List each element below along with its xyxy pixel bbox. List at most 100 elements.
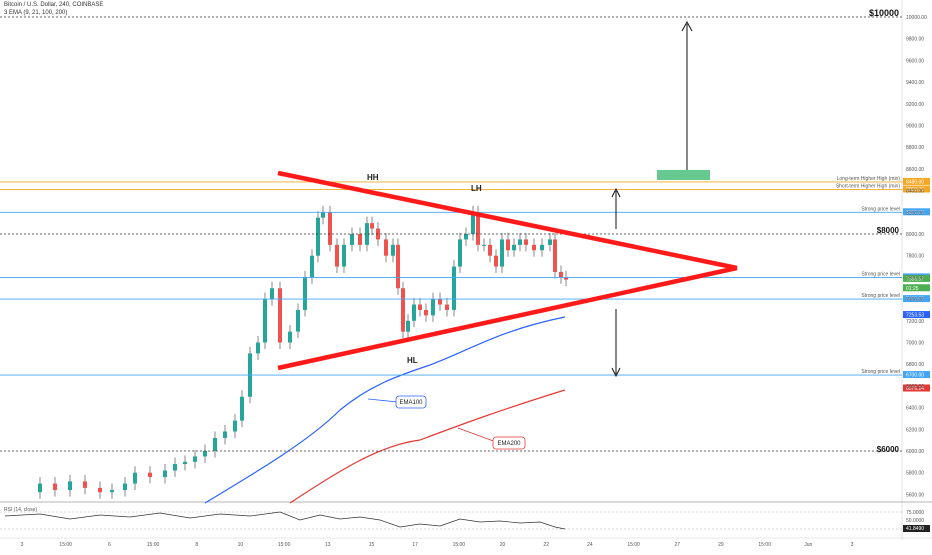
candle: [524, 239, 528, 245]
candle: [532, 244, 536, 251]
price-tick: 6800.00: [906, 362, 924, 368]
candle: [233, 420, 237, 432]
candle: [564, 277, 568, 280]
candle: [83, 481, 87, 488]
price-tag: [903, 384, 930, 392]
label-6000: $6000: [877, 445, 900, 454]
price-tick: 7800.00: [906, 254, 924, 260]
level-text: Strong price level: [861, 271, 900, 277]
candle: [328, 212, 332, 245]
candle: [270, 288, 274, 300]
time-tick: 6: [108, 542, 111, 548]
level-tag: [903, 185, 930, 193]
ema200-callout: [492, 436, 526, 450]
candle: [240, 396, 244, 421]
label-10000: $10000: [869, 8, 899, 18]
ema100-line: [204, 316, 566, 504]
candle: [163, 470, 167, 478]
price-tick: 7400.00: [906, 297, 924, 303]
candle: [365, 223, 369, 245]
candle: [559, 271, 563, 278]
time-tick: 13: [325, 542, 331, 548]
price-tag: [903, 311, 930, 319]
rsi-tick-75: 75.0000: [906, 510, 924, 516]
level-tag: [903, 371, 930, 379]
candle: [401, 288, 405, 332]
time-tick: 15:00: [59, 542, 72, 548]
candle: [553, 239, 557, 272]
symbol-title: Bitcoin / U.S. Dollar, 240, COINBASE: [4, 2, 104, 8]
level-tag: [903, 295, 930, 303]
main-pane: [0, 0, 902, 502]
arrow-up-icon: [681, 20, 693, 32]
level-text: Long-term Higher High (min): [837, 176, 901, 182]
rsi-line: [4, 511, 566, 530]
price-tick: 8600.00: [906, 167, 924, 173]
candle: [431, 299, 435, 316]
price-tick: 9200.00: [906, 102, 924, 108]
price-tick: 10000.00: [906, 15, 927, 21]
annotation-lh: LH: [471, 184, 482, 193]
candle: [148, 472, 152, 478]
candle: [488, 244, 492, 256]
level-tag: [903, 208, 930, 216]
candle: [548, 239, 552, 245]
price-tick: 9600.00: [906, 58, 924, 64]
annotation-hh: HH: [367, 173, 379, 182]
time-tick: 24: [587, 542, 593, 548]
ema100-callout-label: EMA100: [399, 400, 423, 406]
level-tag-text: 7400.00: [906, 297, 924, 303]
candle: [288, 331, 292, 343]
level-tag-text: 8200.00: [906, 210, 924, 216]
candle: [53, 483, 57, 491]
time-tick: 27: [674, 542, 680, 548]
candle: [263, 299, 267, 343]
candle: [133, 472, 137, 484]
ema100-callout: [395, 395, 427, 409]
price-tick: 5600.00: [906, 492, 924, 498]
candle: [370, 223, 374, 229]
candle: [418, 304, 422, 310]
candle: [203, 451, 207, 457]
rsi-tick-50: 50.0000: [906, 518, 924, 524]
price-tag: [903, 274, 930, 282]
candle: [482, 244, 486, 246]
rsi-value-tag-text: 41.8490: [906, 526, 924, 532]
time-tick: 15:00: [758, 542, 771, 548]
time-tick: Jun: [804, 542, 812, 548]
candle: [278, 288, 282, 343]
price-tick: 5800.00: [906, 471, 924, 477]
candle: [494, 255, 498, 267]
price-tick: 8400.00: [906, 189, 924, 195]
candle: [500, 239, 504, 267]
level-text: Strong price level: [861, 293, 900, 299]
price-tick: 8000.00: [906, 232, 924, 238]
time-tick: 3: [21, 542, 24, 548]
candle: [296, 309, 300, 332]
price-tick: 7200.00: [906, 319, 924, 325]
price-tick: 7600.00: [906, 275, 924, 281]
price-tick: 8800.00: [906, 145, 924, 151]
arrow-up-icon: [611, 187, 621, 198]
candle: [406, 320, 410, 332]
time-tick: 17: [412, 542, 418, 548]
level-tag-text: 8358.76: [906, 187, 924, 193]
target-box: [657, 170, 710, 180]
rsi-value-tag: [903, 525, 930, 532]
price-tag-text: 01:25: [906, 286, 919, 292]
time-tick: 15: [369, 542, 375, 548]
ema200-callout-label: EMA200: [497, 441, 521, 447]
candle: [424, 309, 428, 316]
candle: [412, 304, 416, 321]
level-tag-text: 6700.00: [906, 373, 924, 379]
candle: [342, 244, 346, 267]
candle: [310, 255, 314, 278]
candle: [540, 244, 544, 251]
candle: [223, 431, 227, 438]
candle: [391, 244, 395, 256]
candle: [512, 244, 516, 251]
candle: [68, 481, 72, 491]
time-tick: 15:00: [453, 542, 466, 548]
